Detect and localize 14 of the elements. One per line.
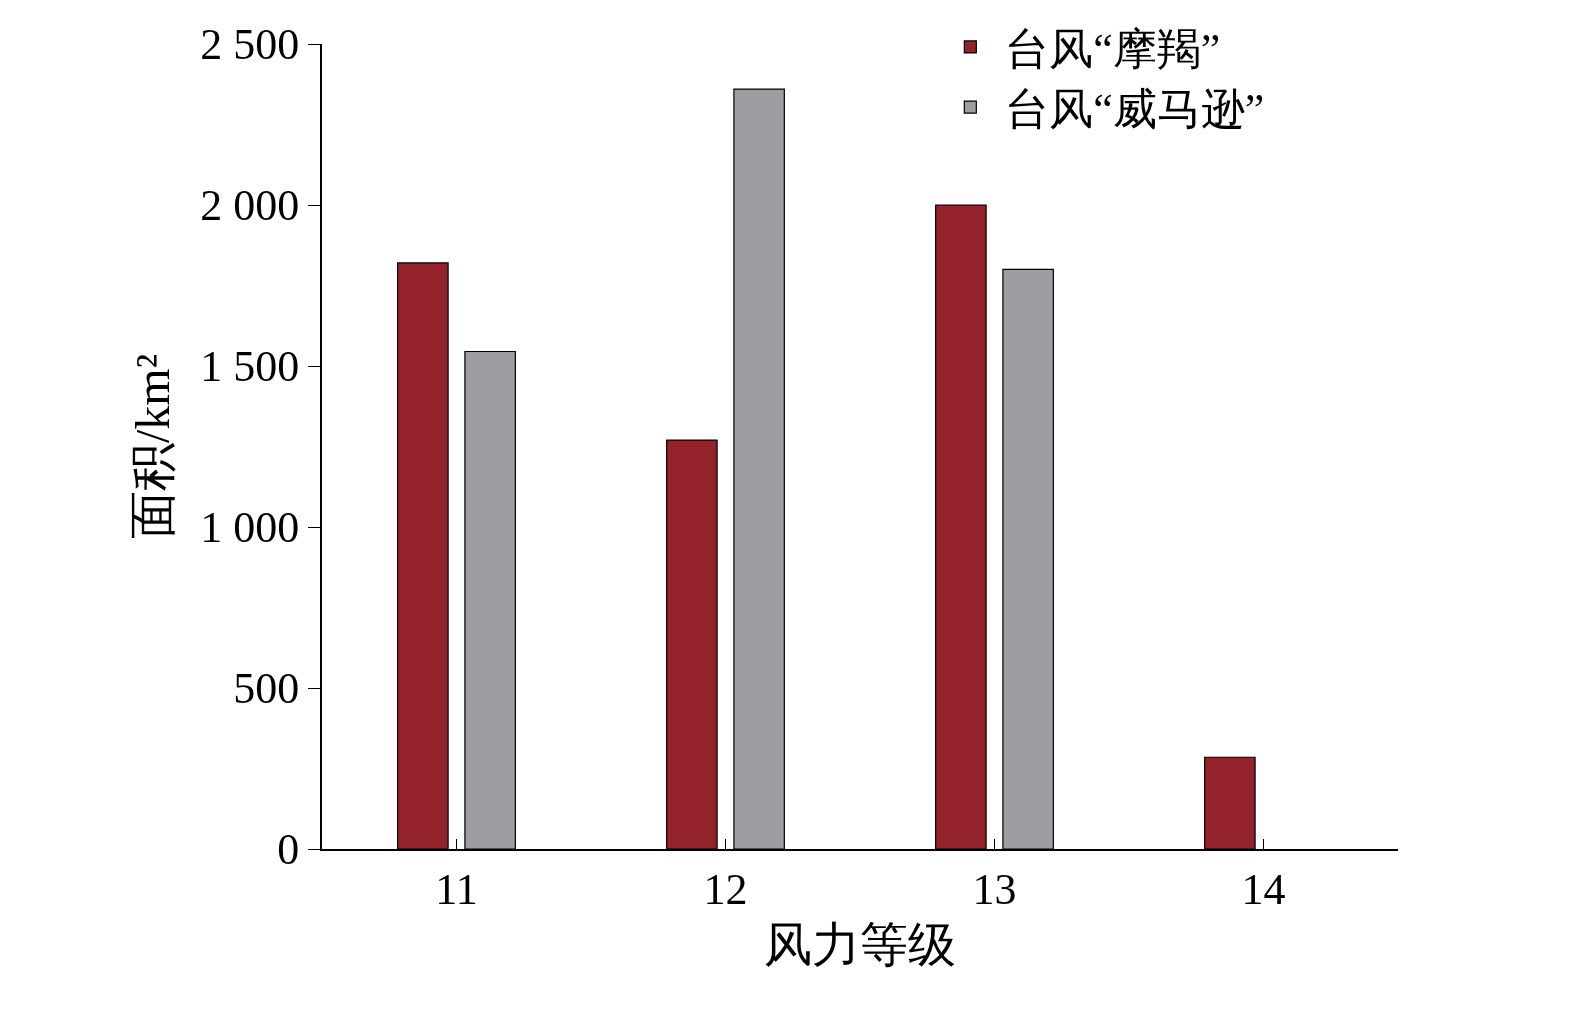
x-tick-label: 11: [435, 864, 478, 914]
y-tick-label: 1 000: [200, 503, 300, 553]
legend-label: 台风“威马逊”: [1005, 85, 1265, 135]
x-axis-title: 风力等级: [764, 918, 956, 972]
y-tick-label: 0: [277, 825, 300, 875]
x-tick-label: 12: [703, 864, 748, 914]
y-tick-label: 2 500: [200, 20, 300, 70]
y-tick-label: 2 000: [200, 181, 300, 231]
y-axis-title: 面积/km²: [126, 353, 180, 540]
y-tick-label: 500: [233, 664, 300, 714]
y-tick-label: 1 500: [200, 342, 300, 392]
legend-label: 台风“摩羯”: [1005, 25, 1221, 75]
x-tick-label: 14: [1241, 864, 1286, 914]
x-tick-label: 13: [972, 864, 1017, 914]
